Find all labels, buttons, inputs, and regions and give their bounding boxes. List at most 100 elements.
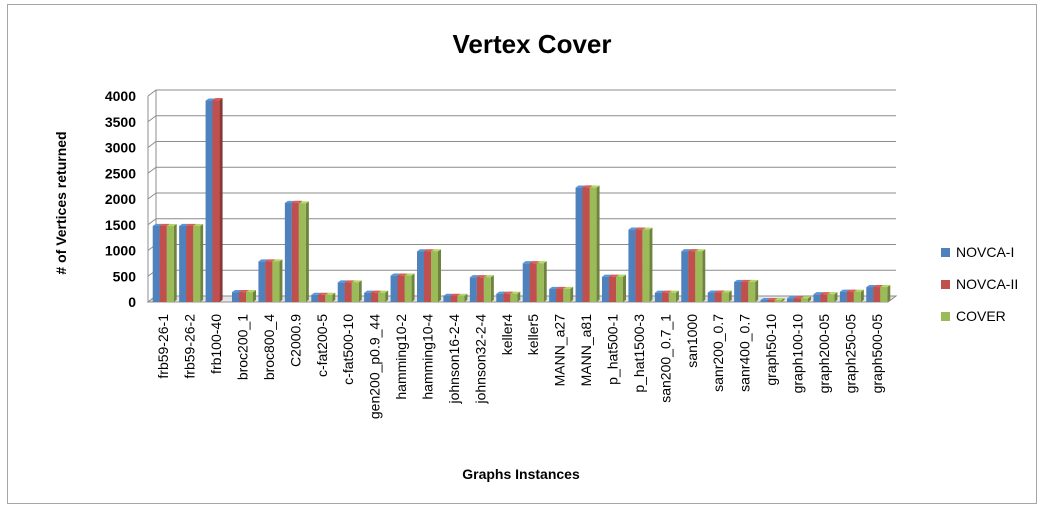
- bar-top: [232, 290, 242, 293]
- bar-front: [642, 229, 650, 302]
- x-tick-label: C2000.9: [287, 314, 303, 367]
- y-tick-label: 500: [113, 268, 137, 284]
- bar-front: [351, 282, 359, 302]
- bar: [563, 286, 574, 302]
- bar: [721, 290, 732, 302]
- bar-top: [265, 259, 276, 262]
- x-tick-label: MANN_a27: [552, 314, 568, 387]
- x-axis-title: Graphs Instances: [462, 466, 580, 482]
- x-tick-label: san1000: [684, 314, 700, 368]
- legend-label: NOVCA-II: [956, 276, 1018, 292]
- bar-top: [616, 274, 626, 277]
- legend-swatch: [941, 312, 950, 321]
- x-tick-label: gen200_p0.9_44: [367, 314, 383, 419]
- bar-front: [787, 298, 794, 302]
- bar: [325, 292, 336, 302]
- bar-side: [490, 275, 494, 302]
- bar-side: [623, 274, 626, 302]
- bar-front: [205, 100, 213, 302]
- x-tick-label: graph500-05: [869, 314, 885, 394]
- bar-front: [239, 292, 246, 302]
- bar-front: [794, 298, 801, 302]
- bar-top: [179, 223, 190, 226]
- x-tick-label: c-fat200-5: [314, 314, 330, 377]
- bar-front: [880, 287, 888, 302]
- bar-side: [543, 261, 547, 302]
- bar-top: [734, 279, 745, 283]
- bar-side: [860, 289, 864, 302]
- bar-front: [159, 225, 167, 302]
- bar-top: [880, 284, 891, 288]
- bar: [616, 274, 626, 302]
- bar-side: [173, 223, 177, 302]
- bar: [193, 223, 204, 302]
- bar: [748, 279, 759, 302]
- x-tick-label: broc200_1: [235, 314, 251, 380]
- bar-side: [728, 290, 732, 302]
- x-tick-label: keller4: [499, 314, 515, 355]
- bar: [246, 290, 256, 302]
- bar-front: [688, 251, 696, 302]
- bar-top: [483, 275, 494, 278]
- bar-top: [846, 289, 857, 292]
- bar-top: [496, 291, 507, 294]
- bar-front: [443, 295, 451, 302]
- bar-front: [291, 202, 299, 302]
- bar-front: [318, 294, 326, 302]
- bar: [510, 291, 521, 302]
- bar-front: [450, 295, 458, 302]
- bar-front: [404, 275, 412, 302]
- bar-top: [628, 227, 639, 230]
- x-tick-label: johnson32-2-4: [472, 314, 488, 405]
- legend-label: NOVCA-I: [956, 244, 1014, 260]
- bar-top: [609, 274, 619, 277]
- bar-side: [834, 292, 838, 302]
- bar-top: [582, 185, 593, 188]
- bar: [483, 275, 494, 302]
- bar: [642, 227, 653, 302]
- bar-side: [385, 290, 389, 302]
- bar-side: [517, 291, 521, 302]
- bar-front: [510, 293, 518, 302]
- bar-front: [681, 251, 689, 302]
- bar-top: [212, 98, 223, 101]
- bar-top: [186, 223, 197, 226]
- bar: [431, 249, 441, 302]
- x-tick-label: frb59-26-1: [155, 314, 171, 379]
- bar-side: [305, 201, 309, 302]
- bar-front: [820, 294, 828, 302]
- legend-swatch: [941, 248, 950, 257]
- bar-front: [390, 275, 398, 302]
- bar-front: [469, 277, 477, 302]
- bar-front: [371, 292, 379, 302]
- bar: [536, 261, 547, 302]
- bar-top: [159, 223, 170, 226]
- bar-front: [431, 251, 438, 302]
- x-tick-label: graph250-05: [842, 314, 858, 394]
- bar-front: [536, 263, 544, 302]
- bar-top: [602, 274, 612, 277]
- y-tick-label: 4000: [105, 88, 136, 104]
- bar: [298, 201, 309, 302]
- bar: [827, 292, 838, 302]
- category-labels: frb59-26-1 frb59-26-2 frb100-40 broc200_1 br…: [155, 314, 885, 419]
- x-tick-label: frb59-26-2: [182, 314, 198, 379]
- bar-front: [661, 292, 669, 302]
- bar-side: [596, 185, 600, 302]
- bar-front: [152, 225, 160, 302]
- bars: [152, 98, 891, 303]
- bar-side: [464, 293, 468, 302]
- bar: [589, 185, 600, 302]
- bar-top: [364, 290, 375, 293]
- bar-top: [721, 290, 732, 293]
- bar-top: [239, 290, 249, 293]
- bar-top: [298, 201, 309, 204]
- bar-top: [774, 297, 785, 301]
- bar-front: [457, 295, 465, 302]
- bar-front: [337, 282, 345, 302]
- vertex-cover-chart: Vertex Cover # of Vertices returned Grap…: [53, 29, 1018, 482]
- bar-top: [813, 292, 824, 295]
- bar-front: [668, 292, 676, 302]
- bar-top: [193, 223, 204, 227]
- bar-top: [325, 292, 336, 295]
